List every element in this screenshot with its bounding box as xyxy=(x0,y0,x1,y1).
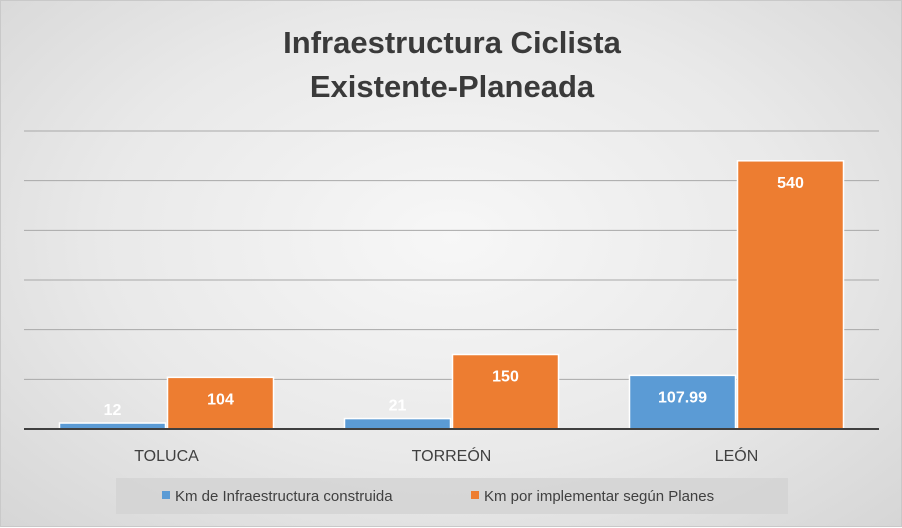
category-label: TOLUCA xyxy=(134,448,199,465)
data-label: 150 xyxy=(492,369,519,386)
chart-title-line-2: Existente-Planeada xyxy=(310,69,595,104)
data-label: 540 xyxy=(777,175,804,192)
bar xyxy=(166,376,275,430)
gridlines xyxy=(24,130,879,380)
bars: 12 104 21 150 107.99 540 xyxy=(58,160,845,430)
category-label: TORREÓN xyxy=(412,446,492,465)
legend-background xyxy=(116,478,788,514)
legend-label: Km de Infraestructura construida xyxy=(175,488,393,505)
data-label: 12 xyxy=(104,402,122,419)
bar xyxy=(343,417,452,430)
chart-title: Infraestructura Ciclista Existente-Plane… xyxy=(283,25,621,104)
legend-swatch xyxy=(471,491,479,499)
category-labels: TOLUCA TORREÓN LEÓN xyxy=(134,446,758,465)
bar xyxy=(451,353,560,430)
data-label: 21 xyxy=(389,398,407,415)
category-label: LEÓN xyxy=(715,446,759,465)
data-label: 107.99 xyxy=(658,389,707,406)
bar xyxy=(736,160,845,430)
chart-title-line-1: Infraestructura Ciclista xyxy=(283,25,621,60)
data-label: 104 xyxy=(207,391,234,408)
legend-swatch xyxy=(162,491,170,499)
legend: Km de Infraestructura construida Km por i… xyxy=(116,478,788,514)
legend-label: Km por implementar según Planes xyxy=(484,488,714,505)
bar xyxy=(628,374,737,430)
